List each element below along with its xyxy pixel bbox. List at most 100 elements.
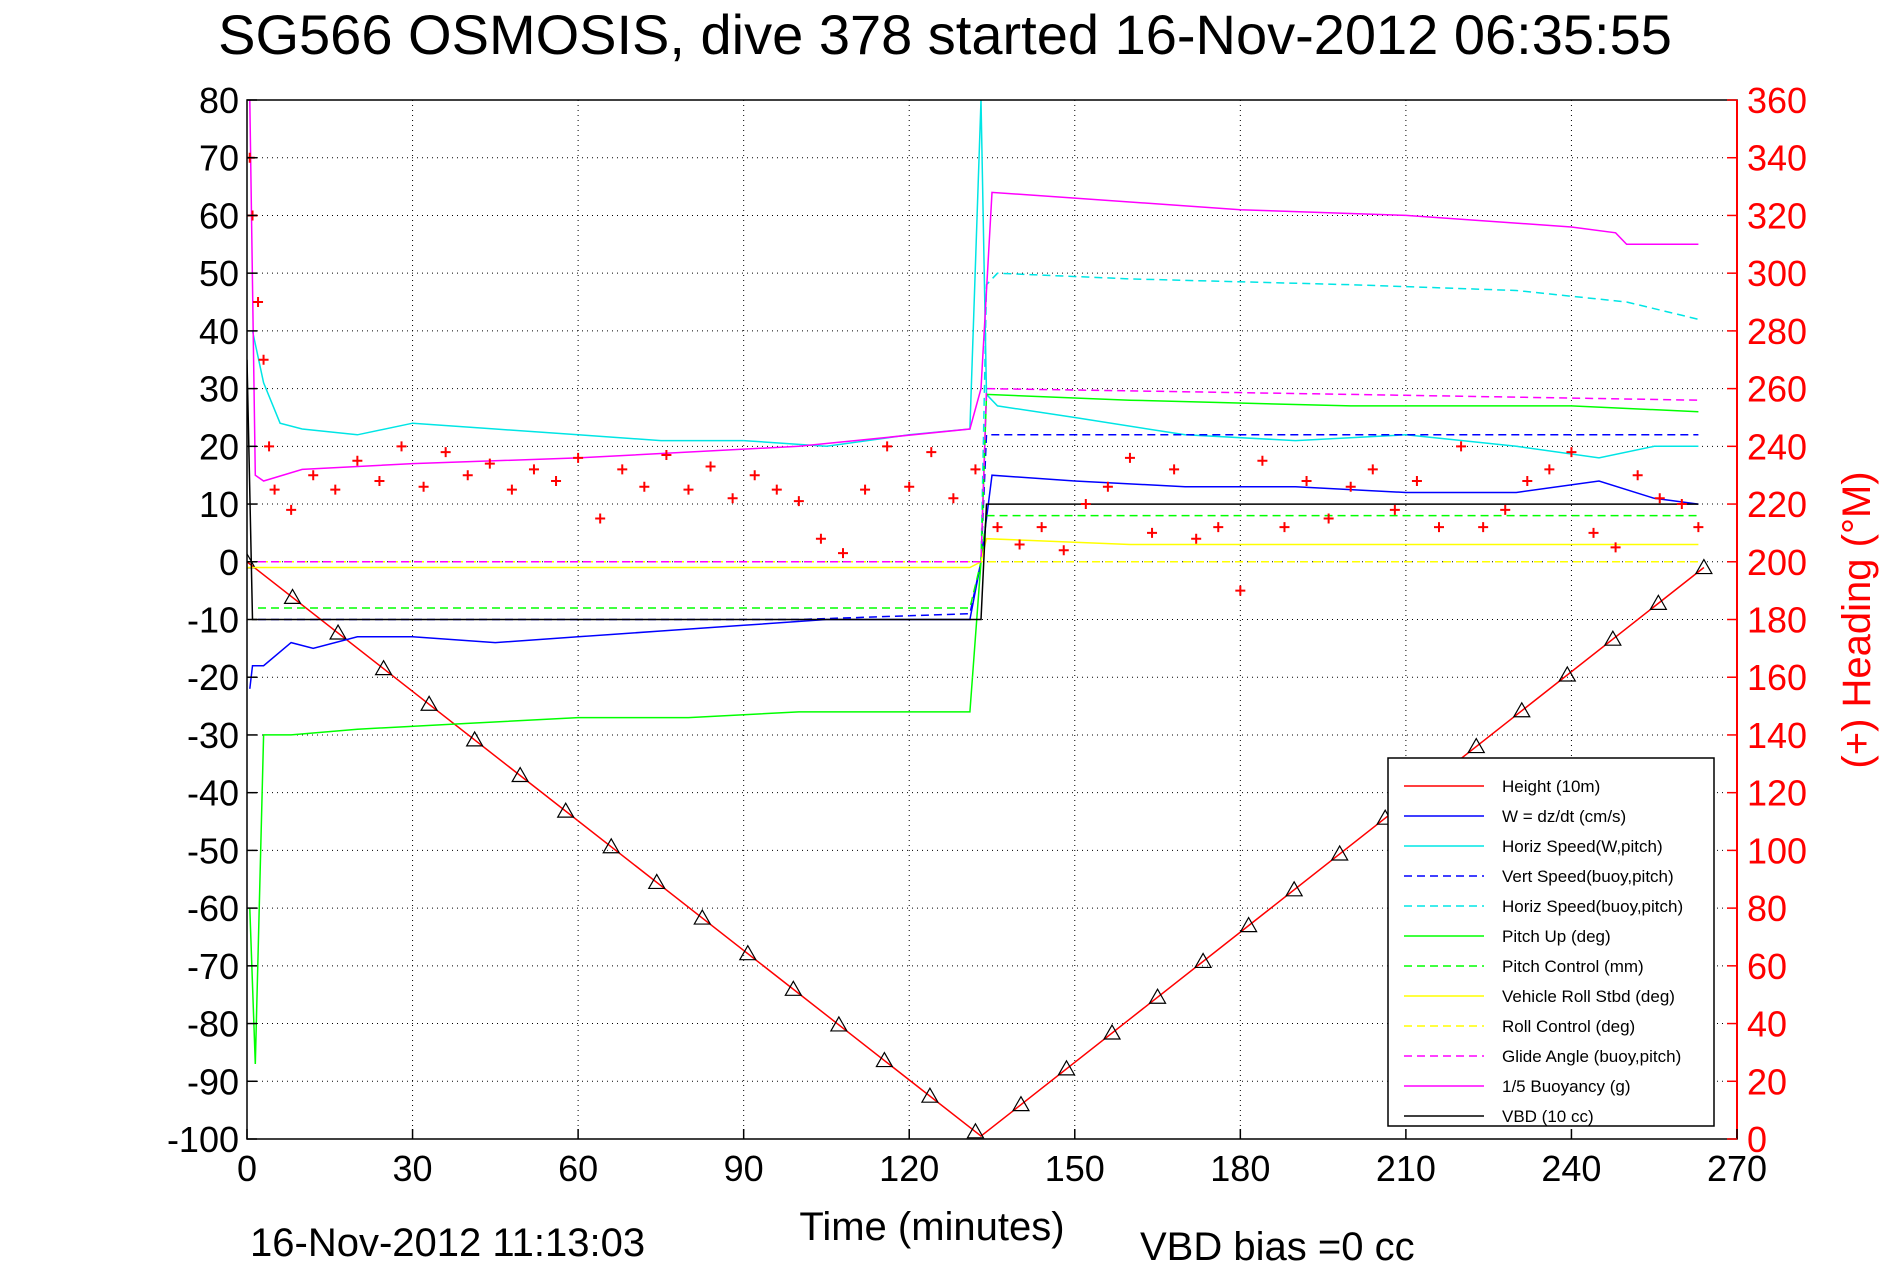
heading-marker xyxy=(264,441,275,452)
height-triangle-marker xyxy=(1467,737,1486,754)
heading-marker xyxy=(1522,475,1533,486)
right-tick-label: 360 xyxy=(1747,80,1807,121)
legend-label: Glide Angle (buoy,pitch) xyxy=(1502,1047,1681,1066)
series-line xyxy=(258,434,1699,621)
series-1-5-buoyancy-g xyxy=(249,100,1699,482)
height-triangle-marker xyxy=(875,1051,894,1068)
heading-marker xyxy=(1058,545,1069,556)
series-layer xyxy=(247,100,1713,1139)
heading-marker xyxy=(771,484,782,495)
heading-marker xyxy=(253,297,264,308)
heading-marker xyxy=(573,452,584,463)
height-triangle-marker xyxy=(1603,629,1622,646)
heading-marker xyxy=(749,470,760,481)
heading-marker xyxy=(1036,522,1047,533)
series-vehicle-roll-stbd-deg xyxy=(247,537,1699,569)
height-triangle-marker xyxy=(1239,916,1258,933)
heading-marker xyxy=(1456,441,1467,452)
heading-marker xyxy=(1235,585,1246,596)
height-triangle-marker xyxy=(1057,1059,1076,1076)
y-tick-label: 10 xyxy=(199,484,239,525)
x-axis-label: Time (minutes) xyxy=(799,1205,1064,1249)
heading-marker xyxy=(992,522,1003,533)
height-triangle-marker xyxy=(374,659,393,676)
series-line xyxy=(258,387,1699,563)
right-tick-label: 80 xyxy=(1747,888,1787,929)
heading-marker xyxy=(1014,539,1025,550)
x-tick-label: 150 xyxy=(1045,1148,1105,1189)
heading-marker xyxy=(926,447,937,458)
y-tick-label: 30 xyxy=(199,369,239,410)
heading-marker xyxy=(506,484,517,495)
heading-marker xyxy=(462,470,473,481)
right-tick-label: 140 xyxy=(1747,715,1807,756)
heading-marker xyxy=(1102,481,1113,492)
heading-marker xyxy=(528,464,539,475)
heading-marker xyxy=(330,484,341,495)
x-tick-label: 180 xyxy=(1210,1148,1270,1189)
height-triangle-marker xyxy=(1102,1023,1122,1040)
vbd-bias-label: VBD bias =0 cc xyxy=(1140,1225,1415,1262)
height-triangle-marker xyxy=(1512,701,1531,718)
x-tick-label: 90 xyxy=(724,1148,764,1189)
right-tick-label: 300 xyxy=(1747,253,1807,294)
right-tick-label: 120 xyxy=(1747,773,1807,814)
height-triangle-marker xyxy=(329,623,348,640)
series-line xyxy=(249,100,1699,482)
x-tick-label: 270 xyxy=(1707,1148,1767,1189)
series-heading-m xyxy=(247,152,1704,596)
right-axis-ticks: 3603403203002802602402202001801601401201… xyxy=(1727,80,1807,1160)
heading-marker xyxy=(1367,464,1378,475)
heading-marker xyxy=(1389,504,1400,515)
heading-marker xyxy=(1693,522,1704,533)
height-triangle-marker xyxy=(829,1015,848,1032)
height-triangle-marker xyxy=(1285,880,1304,897)
heading-marker xyxy=(1345,481,1356,492)
heading-marker xyxy=(970,464,981,475)
legend-label: Horiz Speed(buoy,pitch) xyxy=(1502,897,1683,916)
heading-marker xyxy=(1434,522,1444,533)
x-tick-label: 0 xyxy=(237,1148,257,1189)
heading-marker xyxy=(1301,475,1312,486)
right-tick-label: 0 xyxy=(1747,1119,1767,1160)
y-tick-label: 40 xyxy=(199,311,239,352)
legend-box xyxy=(1387,757,1715,1127)
right-tick-label: 200 xyxy=(1747,542,1807,583)
heading-marker xyxy=(683,484,694,495)
series-pitch-up-deg xyxy=(249,393,1699,1065)
y-tick-label: 60 xyxy=(199,195,239,236)
heading-marker xyxy=(551,475,562,486)
legend-label: W = dz/dt (cm/s) xyxy=(1502,807,1626,826)
right-tick-label: 320 xyxy=(1747,195,1807,236)
heading-marker xyxy=(1257,455,1268,466)
heading-marker xyxy=(308,470,319,481)
height-triangle-marker xyxy=(511,766,530,783)
right-axis-label: (+) Heading (°M) xyxy=(1835,471,1879,768)
right-tick-label: 160 xyxy=(1747,657,1807,698)
x-tick-label: 120 xyxy=(879,1148,939,1189)
right-tick-label: 180 xyxy=(1747,600,1807,641)
heading-marker xyxy=(1147,527,1158,538)
heading-marker xyxy=(1500,504,1511,515)
y-tick-label: -100 xyxy=(167,1119,239,1160)
height-triangle-marker xyxy=(602,837,621,854)
heading-marker xyxy=(1080,499,1091,510)
y-tick-label: -10 xyxy=(187,600,239,641)
height-triangle-marker xyxy=(1011,1095,1031,1112)
legend-label: Vert Speed(buoy,pitch) xyxy=(1502,867,1674,886)
height-triangle-marker xyxy=(420,695,439,711)
heading-marker xyxy=(484,458,495,469)
y-tick-label: -80 xyxy=(187,1004,239,1045)
y-axis-ticks: 80 70 60 50 40 30 20 10 0 -10 -20 -30 -40 -50 -60 -70 -8… xyxy=(167,80,257,1160)
heading-marker xyxy=(1610,542,1621,553)
right-tick-label: 20 xyxy=(1747,1061,1787,1102)
heading-marker xyxy=(269,484,280,495)
series-line xyxy=(980,272,1699,562)
height-triangle-marker xyxy=(1194,952,1213,969)
y-tick-label: 50 xyxy=(199,253,239,294)
height-triangle-marker xyxy=(784,980,803,996)
legend-label: Height (10m) xyxy=(1502,777,1600,796)
height-triangle-marker xyxy=(1649,594,1668,610)
heading-marker xyxy=(1676,499,1687,510)
height-triangle-marker xyxy=(283,588,302,605)
